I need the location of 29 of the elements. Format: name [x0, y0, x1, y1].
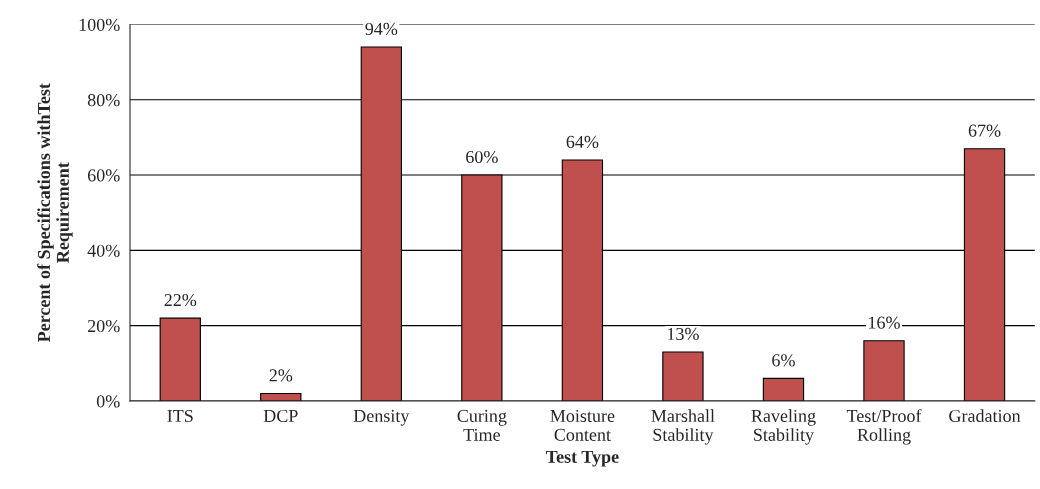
data-label: 60% [466, 150, 498, 164]
y-axis-title: Percent of Specifications withTest Requirement [37, 83, 73, 343]
y-tick-label: 80% [87, 94, 120, 107]
y-tick-label: 40% [87, 244, 120, 257]
data-label: 13% [667, 327, 699, 341]
x-tick-label: Curing Time [457, 409, 507, 441]
x-tick-label: ITS [167, 409, 193, 423]
data-label: 67% [968, 124, 1001, 137]
x-axis-title: Test Type [545, 450, 619, 467]
data-label: 94% [365, 22, 398, 36]
data-label: 2% [269, 369, 293, 382]
data-label: 22% [164, 293, 197, 307]
x-tick-label: Moisture Content [550, 409, 615, 441]
data-label: 16% [869, 316, 900, 329]
x-tick-label: Density [353, 409, 410, 426]
y-tick-label: 100% [79, 18, 120, 31]
y-tick-label: 60% [87, 169, 120, 182]
x-tick-label: Test/Proof Rolling [846, 409, 922, 445]
x-tick-label: Marshall Stability [651, 409, 715, 445]
bar [762, 377, 805, 401]
x-tick-label: Raveling Stability [751, 409, 816, 445]
y-tick-label: 20% [87, 319, 120, 333]
x-tick-label: DCP [263, 409, 298, 423]
bar [863, 340, 905, 401]
data-label: 64% [566, 135, 599, 149]
bar [662, 351, 704, 401]
data-label: 6% [772, 354, 795, 367]
x-tick-label: Gradation [949, 409, 1021, 423]
y-tick-label: 0% [96, 395, 120, 408]
